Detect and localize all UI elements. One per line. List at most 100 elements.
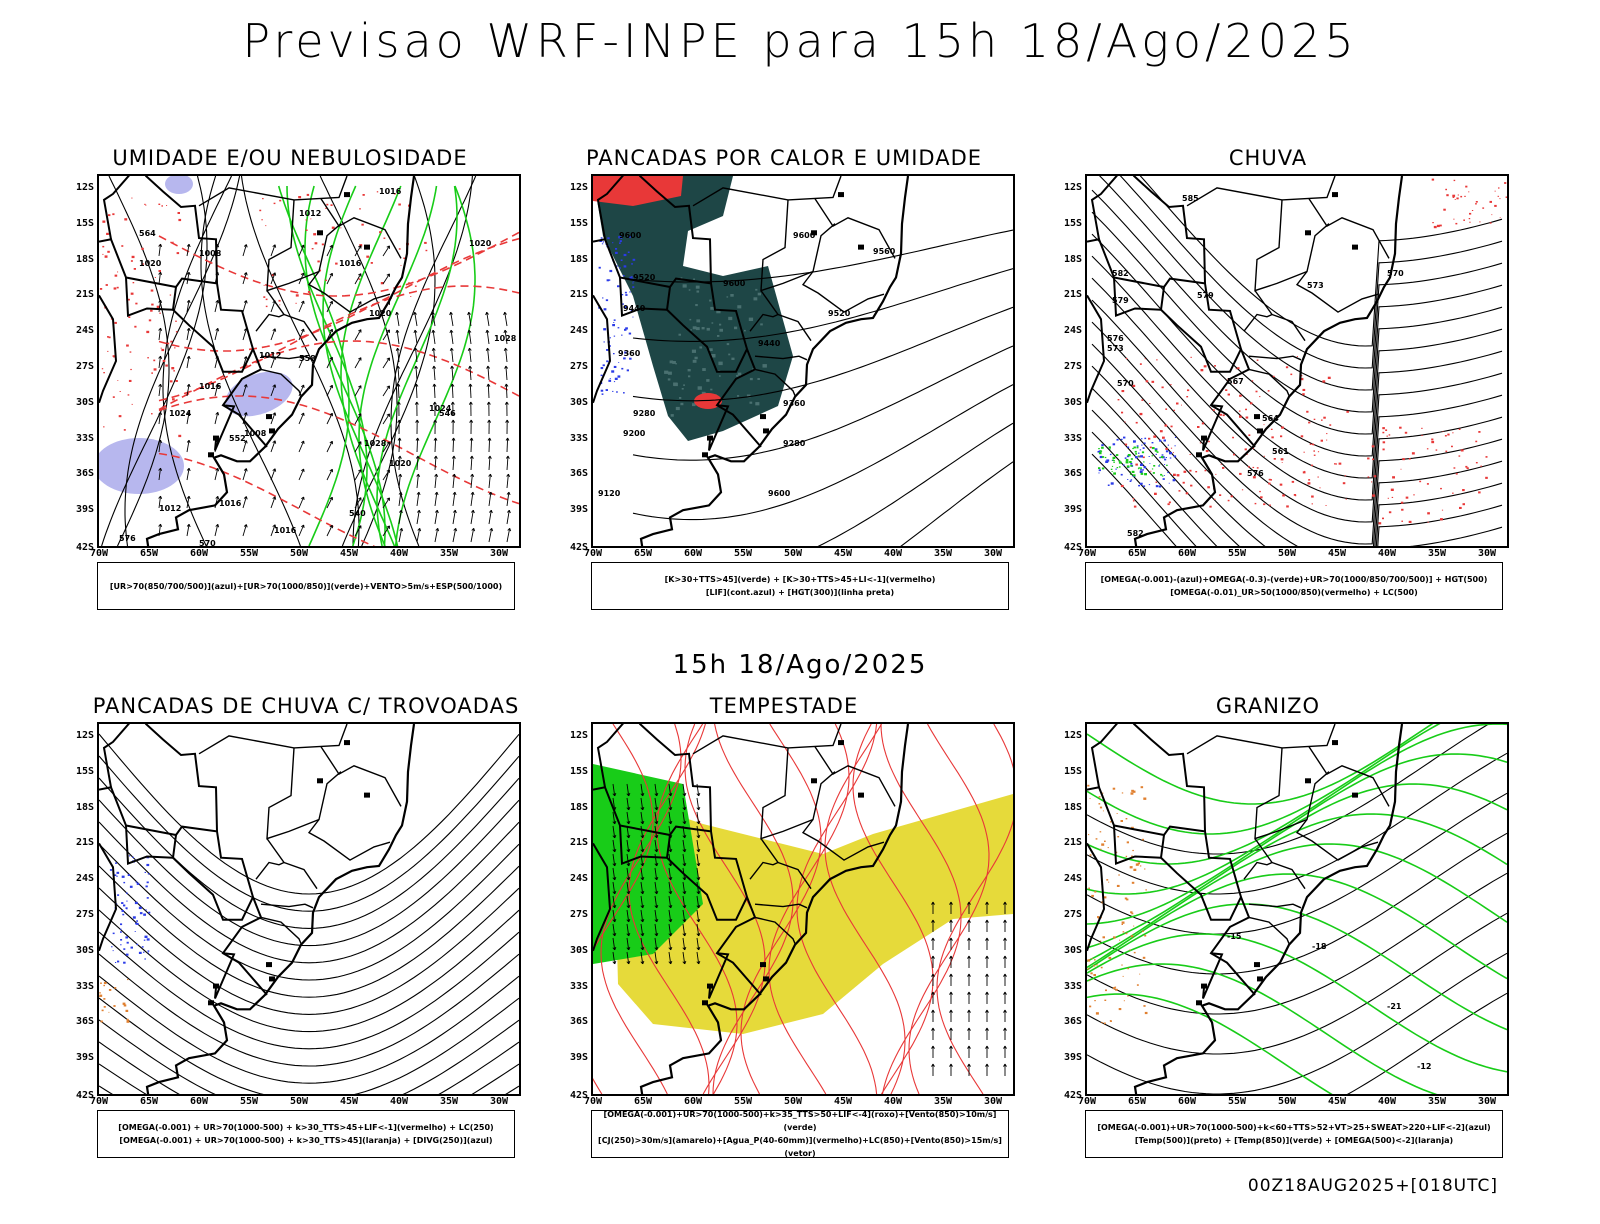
lon-tick-label: 70W xyxy=(578,548,608,559)
rain-speckle-red xyxy=(1476,462,1478,463)
contour-label: 567 xyxy=(1227,377,1244,386)
thickness-speckle xyxy=(103,426,104,427)
legend-box: [OMEGA(-0.001)+UR>70(1000-500)+k<60+TTS>… xyxy=(1085,1110,1503,1158)
panel-pancadas-trovoadas: PANCADAS DE CHUVA C/ TROVOADAS [OMEGA(-0… xyxy=(70,694,510,1224)
omega-speckle-orange xyxy=(1144,935,1146,937)
temperature-500 xyxy=(1087,993,1507,1094)
lif-speckle-blue xyxy=(618,375,621,377)
rain-speckle-red xyxy=(1121,412,1123,414)
rain-speckle-red xyxy=(1156,359,1157,360)
contour-label: 564 xyxy=(1262,414,1279,423)
contour-label: 573 xyxy=(1307,281,1324,290)
rain-speckle-red xyxy=(1313,450,1315,451)
rain-speckle-red xyxy=(1239,395,1242,397)
rain-speckle-blue xyxy=(1164,440,1167,442)
lif-speckle-blue xyxy=(632,283,633,284)
wind-vector xyxy=(506,366,507,380)
lat-tick-label: 12S xyxy=(562,730,588,741)
rain-speckle-green xyxy=(1152,455,1154,456)
omega-speckle-orange xyxy=(1090,972,1092,974)
lif-speckle-blue xyxy=(599,267,601,269)
omega-speckle-orange xyxy=(1101,1022,1102,1023)
lat-tick-label: 36S xyxy=(68,1016,94,1027)
heat-speckle xyxy=(668,378,671,380)
rain-speckle-red xyxy=(1239,411,1241,412)
lat-tick-label: 15S xyxy=(1056,766,1082,777)
rain-speckle-red xyxy=(1177,474,1180,476)
thickness-speckle xyxy=(132,404,133,405)
lon-tick-label: 60W xyxy=(678,548,708,559)
rain-speckle-green xyxy=(1130,471,1131,472)
contour-label: 1016 xyxy=(219,499,242,508)
rain-speckle-red xyxy=(1271,436,1273,438)
wind-vector xyxy=(417,456,418,470)
thickness-speckle xyxy=(130,351,132,352)
instability-speckle-orange xyxy=(102,1010,104,1012)
rain-speckle-blue xyxy=(1175,445,1176,446)
thickness-speckle xyxy=(401,265,402,266)
rain-speckle-red xyxy=(1440,225,1442,227)
rain-speckle-green xyxy=(1111,469,1113,470)
state-border xyxy=(199,176,347,206)
thickness-speckle xyxy=(265,225,266,226)
omega-speckle-orange xyxy=(1143,957,1146,959)
divergence-speckle-blue xyxy=(145,936,148,938)
rain-speckle-red xyxy=(1205,470,1207,472)
rain-speckle-red xyxy=(1149,403,1150,404)
thickness-speckle xyxy=(331,204,333,206)
contour-label: 585 xyxy=(1182,194,1199,203)
thickness-speckle xyxy=(296,294,299,296)
lat-tick-label: 18S xyxy=(562,802,588,813)
divergence-speckle-blue xyxy=(126,901,127,902)
rain-speckle-red xyxy=(1148,438,1150,440)
lon-tick-label: 70W xyxy=(1072,1096,1102,1107)
rain-speckle-red xyxy=(1190,485,1192,487)
divergence-speckle-blue xyxy=(125,936,128,938)
country-border xyxy=(215,405,234,450)
omega-speckle-orange xyxy=(1088,834,1089,835)
rain-speckle-red xyxy=(1459,455,1461,456)
thickness-speckle xyxy=(158,204,160,205)
rain-speckle-red xyxy=(1314,419,1316,420)
thickness-speckle xyxy=(106,233,109,235)
wind-vector xyxy=(355,470,361,480)
rain-speckle-red xyxy=(1145,358,1146,359)
heat-speckle xyxy=(734,327,737,330)
lat-tick-label: 21S xyxy=(562,837,588,848)
lif-speckle-blue xyxy=(614,366,617,368)
lif-speckle-blue xyxy=(606,360,608,362)
rain-speckle-red xyxy=(1498,187,1500,188)
divergence-speckle-blue xyxy=(115,862,117,864)
heat-speckle xyxy=(706,379,709,382)
rain-speckle-red xyxy=(1301,435,1304,437)
country-border xyxy=(99,295,116,402)
state-border xyxy=(199,724,347,754)
rain-speckle-red xyxy=(1479,221,1480,222)
omega-speckle-orange xyxy=(1144,869,1145,870)
heat-speckle xyxy=(728,354,730,356)
omega-speckle-orange xyxy=(1089,1006,1091,1008)
rain-speckle-red xyxy=(1431,439,1433,441)
instability-speckle-orange xyxy=(109,989,111,991)
rain-speckle-red xyxy=(1401,469,1402,470)
wind-vector xyxy=(452,366,453,380)
legend-line-1: [OMEGA(-0.001)+UR>70(1000-500)+k>35_TTS>… xyxy=(592,1108,1008,1134)
lat-tick-label: 27S xyxy=(68,909,94,920)
omega-speckle-orange xyxy=(1118,874,1120,875)
rain-speckle-red xyxy=(1292,481,1294,483)
lat-tick-label: 24S xyxy=(68,873,94,884)
rain-speckle-green xyxy=(1126,459,1129,461)
divergence-speckle-blue xyxy=(122,914,124,916)
lon-tick-label: 60W xyxy=(1172,1096,1202,1107)
rain-speckle-red xyxy=(1440,488,1442,489)
rain-speckle-red xyxy=(1125,444,1127,446)
coastline xyxy=(147,724,414,1094)
rain-speckle-red xyxy=(1280,435,1282,437)
omega-speckle-orange xyxy=(1129,949,1131,950)
instability-speckle-orange xyxy=(104,1006,106,1008)
omega-speckle-orange xyxy=(1127,996,1128,997)
thickness-speckle xyxy=(134,268,136,270)
thickness-speckle xyxy=(151,290,154,292)
rain-speckle-red xyxy=(1372,494,1375,496)
lake xyxy=(1254,414,1260,419)
